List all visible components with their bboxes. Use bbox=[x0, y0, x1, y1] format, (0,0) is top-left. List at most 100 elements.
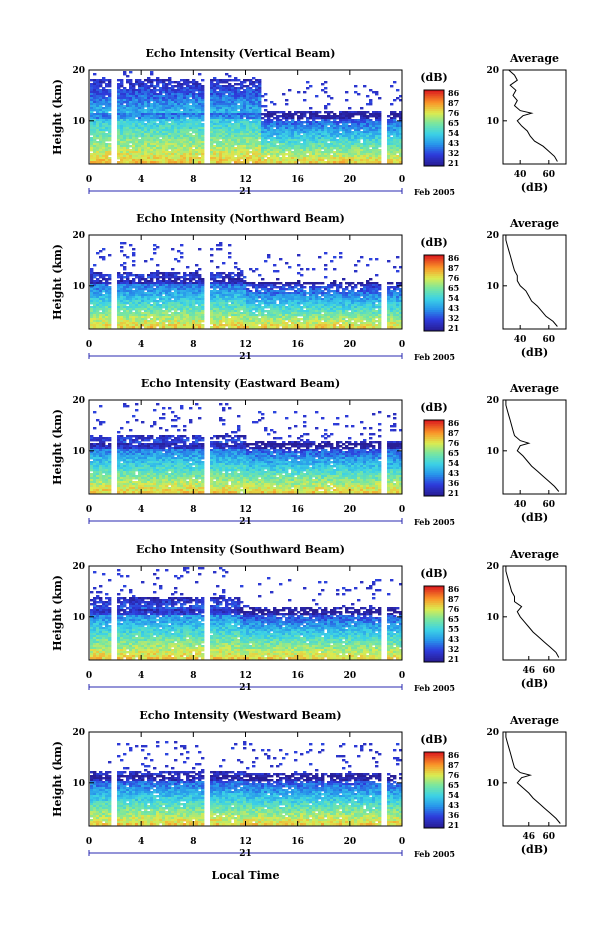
heatmap-cell bbox=[90, 123, 94, 126]
heatmap-cell bbox=[147, 161, 151, 164]
heatmap-cell bbox=[126, 95, 130, 98]
heatmap-cell bbox=[93, 151, 97, 154]
heatmap-cell bbox=[117, 131, 121, 134]
heatmap-cell bbox=[183, 123, 187, 126]
heatmap-cell bbox=[93, 123, 97, 126]
heatmap-cell bbox=[90, 141, 94, 144]
heatmap-cell bbox=[165, 107, 169, 110]
heatmap-cell bbox=[132, 107, 136, 110]
heatmap-cell bbox=[132, 105, 136, 108]
heatmap-cell bbox=[147, 107, 151, 110]
heatmap-cell bbox=[105, 107, 109, 110]
heatmap-cell bbox=[120, 115, 124, 118]
heatmap-cell bbox=[258, 322, 262, 325]
heatmap-cell bbox=[117, 101, 121, 104]
heatmap-cell bbox=[117, 143, 121, 146]
heatmap-cell bbox=[105, 129, 109, 132]
heatmap-cell bbox=[141, 115, 145, 118]
heatmap-cell bbox=[141, 157, 145, 160]
heatmap-cell bbox=[138, 159, 142, 162]
heatmap-cell bbox=[195, 302, 199, 305]
heatmap-cell bbox=[108, 93, 112, 96]
heatmap-cell bbox=[177, 159, 181, 162]
heatmap-cell bbox=[132, 155, 136, 158]
heatmap-cell bbox=[96, 137, 100, 140]
heatmap-cell bbox=[135, 103, 139, 106]
heatmap-cell bbox=[90, 127, 94, 130]
heatmap-cell bbox=[300, 131, 304, 134]
heatmap-cell bbox=[129, 274, 133, 277]
heatmap-cell bbox=[168, 145, 172, 148]
heatmap-cell bbox=[123, 161, 127, 164]
heatmap-cell bbox=[132, 260, 136, 263]
heatmap-cell bbox=[123, 153, 127, 156]
heatmap-cell bbox=[96, 101, 100, 104]
heatmap-cell bbox=[327, 161, 331, 164]
heatmap-cell bbox=[156, 107, 160, 110]
heatmap-cell bbox=[135, 123, 139, 126]
heatmap-cell bbox=[198, 248, 202, 251]
heatmap-cell bbox=[165, 121, 169, 124]
heatmap-cell bbox=[180, 87, 184, 90]
heatmap-cell bbox=[99, 141, 103, 144]
heatmap-cell bbox=[138, 129, 142, 132]
heatmap-cell bbox=[159, 143, 163, 146]
heatmap-cell bbox=[201, 79, 205, 82]
heatmap-cell bbox=[123, 151, 127, 154]
heatmap-cell bbox=[183, 115, 187, 118]
heatmap-cell bbox=[126, 97, 130, 100]
heatmap-cell bbox=[297, 91, 301, 94]
heatmap-cell bbox=[306, 161, 310, 164]
heatmap-cell bbox=[210, 254, 214, 257]
heatmap-cell bbox=[141, 119, 145, 122]
heatmap-cell bbox=[153, 139, 157, 142]
heatmap-cell bbox=[147, 159, 151, 162]
heatmap-cell bbox=[267, 306, 271, 309]
heatmap-cell bbox=[264, 105, 268, 108]
heatmap-cell bbox=[162, 111, 166, 114]
heatmap-cell bbox=[141, 121, 145, 124]
heatmap-cell bbox=[147, 157, 151, 160]
heatmap-cell bbox=[267, 256, 271, 259]
heatmap-cell bbox=[99, 155, 103, 158]
heatmap-cell bbox=[150, 81, 154, 84]
heatmap-cell bbox=[126, 111, 130, 114]
heatmap-cell bbox=[183, 117, 187, 120]
heatmap-cell bbox=[144, 87, 148, 90]
heatmap-cell bbox=[99, 326, 103, 329]
heatmap-cell bbox=[90, 93, 94, 96]
heatmap-cell bbox=[105, 151, 109, 154]
heatmap-cell bbox=[96, 326, 100, 329]
heatmap-cell bbox=[297, 111, 301, 114]
heatmap-cell bbox=[150, 127, 154, 130]
heatmap-cell bbox=[174, 123, 178, 126]
heatmap-cell bbox=[177, 147, 181, 150]
heatmap-cell bbox=[264, 326, 268, 329]
heatmap-cell bbox=[150, 107, 154, 110]
heatmap-cell bbox=[171, 93, 175, 96]
heatmap-cell bbox=[249, 159, 253, 162]
heatmap-cell bbox=[165, 93, 169, 96]
heatmap-cell bbox=[147, 129, 151, 132]
heatmap-cell bbox=[96, 157, 100, 160]
heatmap-cell bbox=[162, 101, 166, 104]
heatmap-cell bbox=[171, 129, 175, 132]
heatmap-cell bbox=[234, 326, 238, 329]
heatmap-cell bbox=[93, 129, 97, 132]
heatmap-cell bbox=[126, 99, 130, 102]
heatmap-cell bbox=[222, 161, 226, 164]
heatmap-cell bbox=[141, 93, 145, 96]
heatmap-cell bbox=[159, 109, 163, 112]
heatmap-cell bbox=[153, 91, 157, 94]
heatmap-cell bbox=[267, 284, 271, 287]
heatmap-cell bbox=[243, 276, 247, 279]
heatmap-cell bbox=[162, 149, 166, 152]
heatmap-cell bbox=[144, 131, 148, 134]
heatmap-cell bbox=[108, 143, 112, 146]
heatmap-cell bbox=[93, 264, 97, 267]
heatmap-cell bbox=[171, 153, 175, 156]
heatmap-cell bbox=[270, 115, 274, 118]
heatmap-cell bbox=[153, 326, 157, 329]
heatmap-cell bbox=[240, 157, 244, 160]
heatmap-cell bbox=[144, 137, 148, 140]
